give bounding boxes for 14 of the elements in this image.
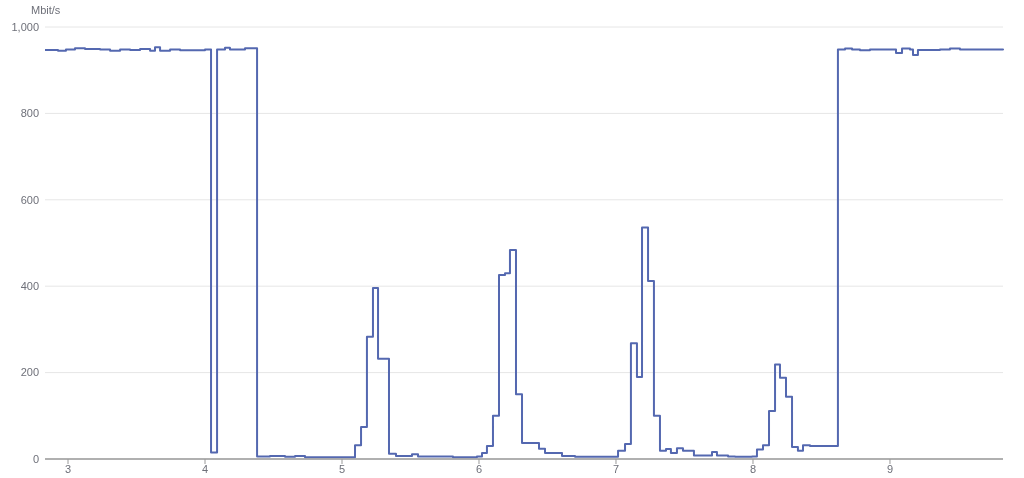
y-tick-label: 400 [20, 280, 39, 293]
y-axis-title: Mbit/s [31, 4, 61, 16]
y-tick-label: 600 [20, 193, 39, 206]
y-tick-label: 1,000 [11, 20, 39, 33]
x-tick-label: 4 [201, 463, 209, 475]
x-tick-label: 3 [64, 463, 72, 475]
y-tick-label: 800 [20, 107, 39, 120]
x-tick-label: 7 [612, 463, 620, 475]
x-tick-label: 6 [475, 463, 483, 475]
x-tick-label: 9 [886, 463, 894, 475]
x-tick-label: 5 [338, 463, 346, 475]
y-tick-label: 0 [32, 452, 39, 465]
x-tick-label: 8 [749, 463, 757, 475]
y-tick-label: 200 [20, 366, 39, 379]
